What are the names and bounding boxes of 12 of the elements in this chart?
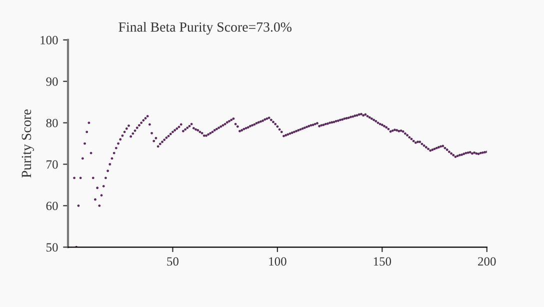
y-tick-label: 80: [46, 118, 58, 128]
y-tick-label: 100: [40, 36, 58, 44]
y-tick-label: 70: [46, 160, 58, 169]
y-tick-label: 90: [46, 77, 58, 86]
y-tick-label: 60: [46, 202, 58, 210]
x-tick-label: 150: [374, 257, 392, 266]
y-axis-title: Purity Score: [22, 109, 34, 178]
y-tick-label: 50: [46, 243, 58, 252]
x-tick-label: 100: [269, 257, 286, 266]
x-tick-label: 50: [167, 257, 178, 266]
x-tick-label: 200: [478, 257, 496, 266]
chart-title: Final Beta Purity Score=73.0%: [118, 22, 292, 35]
